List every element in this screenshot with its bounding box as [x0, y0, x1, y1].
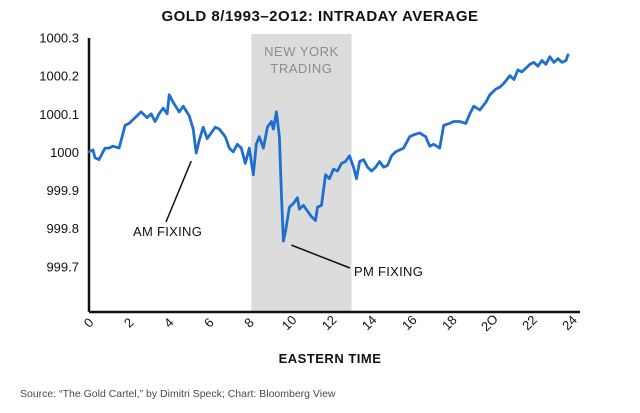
source-note: Source: “The Gold Cartel,” by Dimitri Sp…: [20, 388, 336, 400]
x-tick-label: 22: [519, 312, 540, 333]
x-tick-label: 18: [439, 312, 460, 333]
shaded-region: [251, 34, 352, 312]
x-tick-label: 12: [319, 312, 340, 333]
annotation-label: AM FIXING: [133, 224, 202, 239]
series-line: [87, 53, 570, 243]
annotation-leader: [165, 160, 192, 223]
y-tick-label: 999.7: [46, 259, 79, 274]
x-tick-label: 4: [161, 315, 177, 331]
x-tick-label: 16: [399, 312, 420, 333]
x-tick-label: 24: [559, 312, 580, 333]
shaded-region-label: TRADING: [270, 61, 332, 76]
annotation-label: PM FIXING: [354, 264, 423, 279]
y-tick-label: 999.9: [46, 183, 79, 198]
x-tick-label: 2O: [478, 311, 501, 334]
y-tick-label: 1000.3: [39, 31, 79, 46]
x-tick-label: 6: [201, 315, 217, 331]
x-tick-label: 2: [121, 315, 137, 331]
x-tick-label: 14: [359, 312, 380, 333]
y-tick-label: 1000: [50, 145, 79, 160]
y-tick-label: 1000.2: [39, 69, 79, 84]
x-tick-label: 0: [81, 315, 97, 331]
chart-title: GOLD 8/1993–2O12: INTRADAY AVERAGE: [161, 8, 479, 25]
annotation-leader: [291, 244, 351, 269]
y-tick-label: 1000.1: [39, 107, 79, 122]
shaded-region-label: NEW YORK: [264, 44, 339, 59]
x-tick-label: 8: [241, 315, 257, 331]
x-axis-label: EASTERN TIME: [278, 351, 382, 366]
x-tick-label: 10: [279, 312, 300, 333]
y-tick-label: 999.8: [46, 221, 79, 236]
